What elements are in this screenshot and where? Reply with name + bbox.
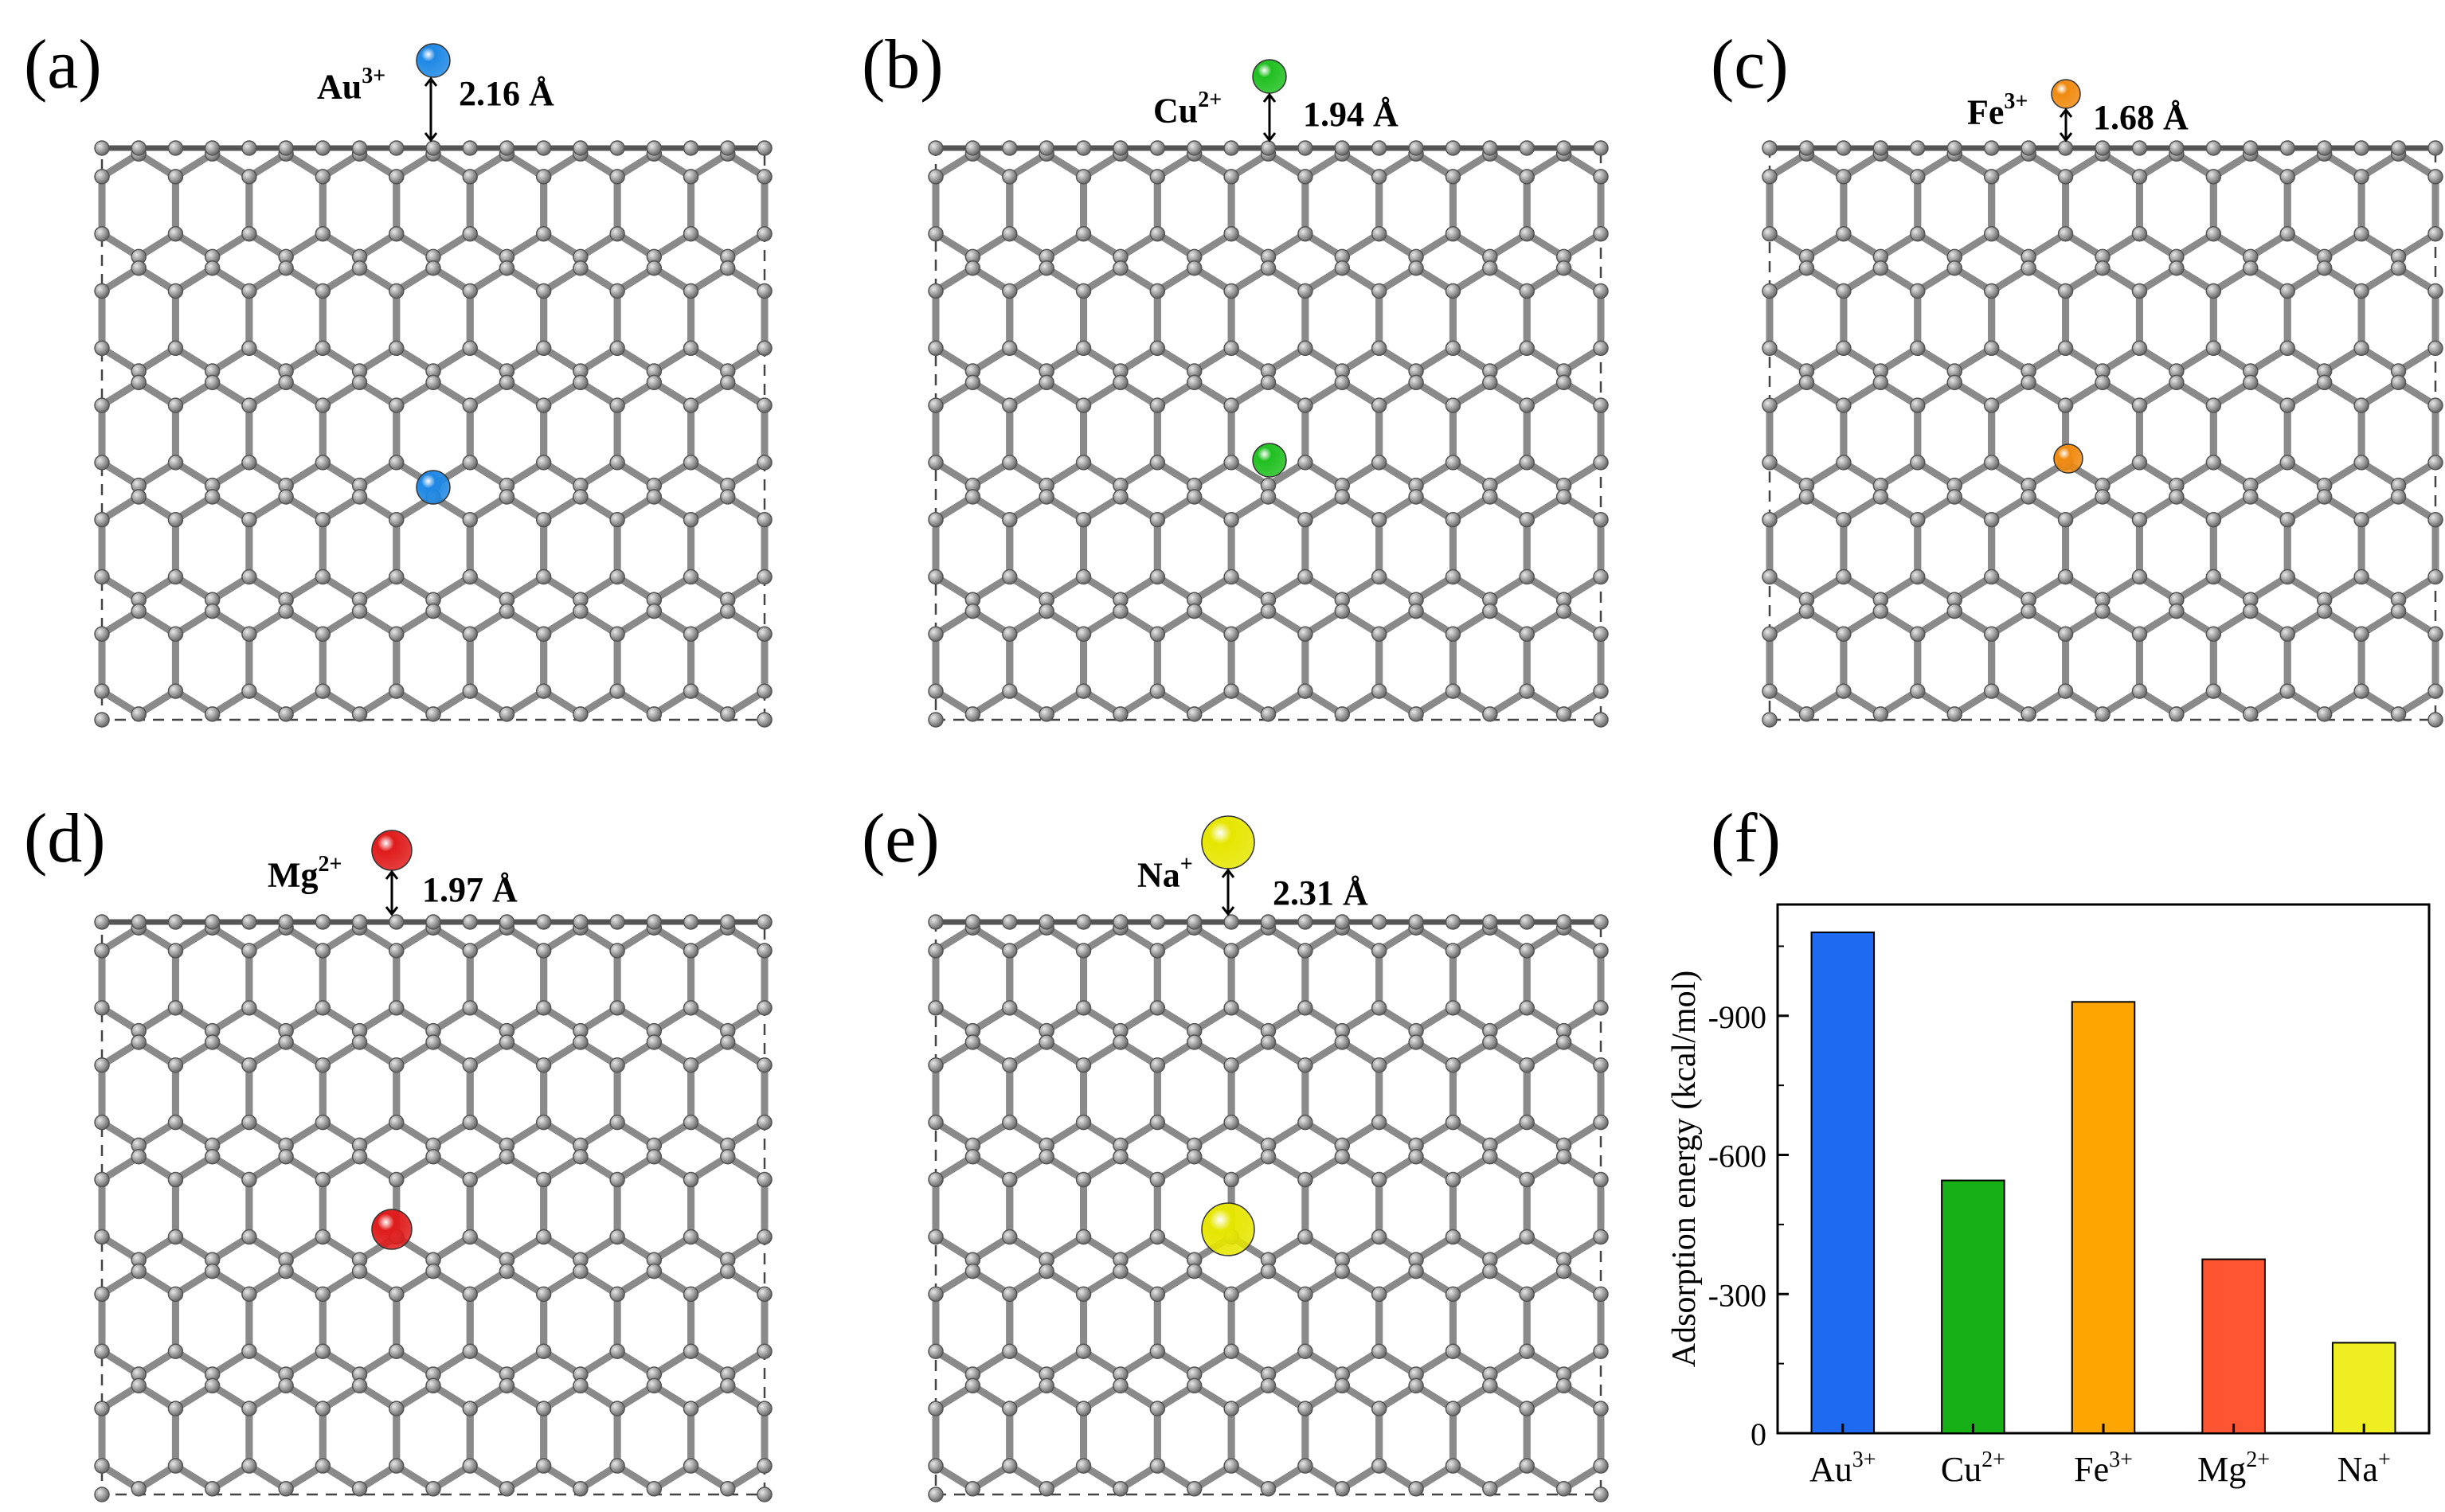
carbon-atoms [1762, 146, 2443, 722]
distance-arrow [385, 869, 399, 916]
unit-cell-border [100, 920, 766, 1496]
ion-charge: 3+ [2004, 89, 2028, 114]
graphene-panel-c [1762, 79, 2443, 728]
adsorption-distance: 1.97 Å [422, 870, 518, 909]
ion-label: Au3+ [317, 65, 385, 107]
unit-cell-border [1768, 147, 2437, 721]
ion-symbol: Na [1137, 855, 1180, 895]
ion-symbol: Cu [1153, 91, 1199, 131]
unit-cell-border [934, 147, 1602, 721]
panel-letter-b: (b) [862, 26, 944, 104]
adsorbed-ion-side-view [2051, 79, 2081, 109]
carbon-atoms [928, 920, 1609, 1497]
graphene-panel-d [94, 830, 773, 1502]
edge-atom-row [94, 914, 773, 1502]
ion-label: Mg2+ [268, 854, 342, 895]
ion-label: Na+ [1137, 854, 1193, 895]
bond-network [98, 924, 769, 1493]
edge-atom-row [928, 914, 1609, 1502]
ion-label: Cu2+ [1153, 89, 1222, 131]
adsorption-distance: 2.31 Å [1273, 873, 1368, 912]
adsorbed-ion-side-view [1252, 59, 1287, 94]
bond-network [98, 150, 769, 718]
bond-network [932, 150, 1605, 718]
edge-atom-row [1762, 140, 2443, 728]
distance-arrow [2059, 107, 2073, 143]
edge-atom-row [94, 140, 773, 728]
graphene-panel-e [928, 815, 1609, 1502]
ion-charge: 2+ [318, 852, 342, 877]
adsorbed-ion-top-view [2053, 443, 2083, 474]
ion-symbol: Fe [1967, 92, 2005, 132]
ion-charge: + [1179, 852, 1193, 877]
panel-letter-f: (f) [1711, 800, 1781, 877]
unit-cell-border [934, 920, 1602, 1496]
distance-arrow [1262, 92, 1277, 143]
adsorbed-ion-side-view [416, 43, 451, 78]
adsorption-distance: 2.16 Å [459, 74, 554, 113]
adsorption-distance: 1.68 Å [2093, 98, 2189, 137]
panel-letter-e: (e) [862, 800, 940, 877]
carbon-atoms [928, 146, 1609, 722]
distance-arrow [424, 76, 438, 143]
adsorbed-ion-top-view [1201, 1202, 1255, 1256]
bond-network [1766, 150, 2439, 718]
graphene-panel-b [928, 59, 1609, 728]
bond-network [932, 924, 1605, 1493]
ion-label: Fe3+ [1967, 91, 2028, 132]
adsorbed-ion-side-view [1201, 815, 1255, 869]
adsorbed-ion-top-view [416, 470, 451, 505]
distance-arrow [1221, 868, 1235, 916]
panel-letter-a: (a) [24, 26, 102, 104]
unit-cell-border [100, 147, 766, 721]
edge-atom-row [928, 140, 1609, 728]
adsorbed-ion-side-view [371, 830, 413, 871]
ion-charge: 3+ [362, 64, 386, 88]
adsorption-distance: 1.94 Å [1303, 95, 1399, 134]
ion-charge: 2+ [1198, 88, 1222, 112]
adsorbed-ion-top-view [1252, 443, 1287, 478]
ion-symbol: Au [317, 67, 362, 107]
graphene-panel-a [94, 43, 773, 728]
panel-letter-c: (c) [1711, 26, 1789, 104]
ion-symbol: Mg [268, 855, 319, 895]
carbon-atoms [94, 920, 773, 1497]
carbon-atoms [94, 146, 773, 722]
panel-letter-d: (d) [24, 800, 106, 877]
adsorbed-ion-top-view [371, 1209, 413, 1250]
